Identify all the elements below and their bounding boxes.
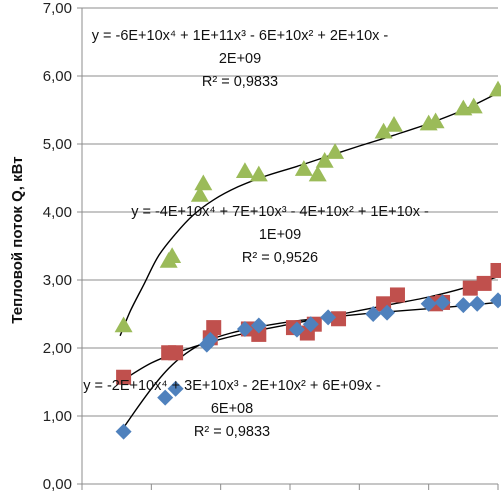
y-tick-label: 4,00: [43, 204, 72, 221]
series-2-point-1: [157, 389, 174, 406]
series-1-point-6: [251, 326, 267, 342]
gridlines: [82, 7, 498, 417]
series-2-point-8: [302, 316, 319, 333]
series-2-equation-line-1: 6E+08: [211, 401, 253, 417]
series-2-point-0: [115, 423, 132, 440]
series-1-point-10: [331, 311, 347, 327]
y-tick-label: 7,00: [43, 0, 72, 17]
y-tick-label: 5,00: [43, 136, 72, 153]
series-1-point-17: [490, 262, 501, 278]
series-1-equation-line-0: y = -4E+10x⁴ + 7E+10x³ - 4E+10x² + 1E+10…: [131, 204, 429, 220]
series-2-point-10: [365, 306, 382, 322]
series-1-point-15: [462, 280, 478, 296]
series-2-point-16: [490, 292, 501, 309]
series-0-point-12: [385, 115, 403, 132]
series-1-point-16: [476, 275, 492, 291]
series-0-point-5: [235, 162, 254, 178]
series-1-point-12: [389, 287, 405, 303]
series-0-point-11: [374, 122, 393, 139]
series-2-point-15: [469, 295, 486, 312]
series-0-point-14: [426, 112, 445, 129]
series-1-equation-line-1: 1E+09: [259, 227, 301, 243]
series-0-point-0: [114, 316, 133, 333]
series-0-point-3: [190, 186, 209, 202]
y-tick-label: 2,00: [43, 340, 72, 357]
series-0-point-10: [326, 143, 345, 159]
series-0-point-4: [194, 174, 213, 191]
series-0-equation-line-2: R² = 0,9833: [202, 74, 278, 90]
series-0-point-7: [294, 160, 313, 176]
series-2-point-11: [379, 304, 396, 321]
series-0-point-6: [249, 165, 268, 182]
series-0-point-16: [464, 97, 483, 114]
series-0-equation-line-1: 2E+09: [219, 51, 261, 67]
data-points: [114, 80, 501, 440]
series-2-point-13: [434, 294, 451, 311]
y-axis-label: Тепловой поток Q, кВт: [9, 156, 26, 323]
series-2-point-9: [320, 309, 337, 326]
series-2-point-12: [420, 295, 437, 312]
series-2-point-4: [202, 331, 219, 348]
trendline-labels: y = -6E+10x⁴ + 1E+11x³ - 6E+10x² + 2E+10…: [83, 28, 429, 440]
series-2-point-6: [250, 317, 267, 334]
series-0-point-2: [163, 247, 182, 263]
series-2-point-14: [455, 297, 472, 314]
series-0-equation-line-0: y = -6E+10x⁴ + 1E+11x³ - 6E+10x² + 2E+10…: [92, 28, 389, 44]
series-0-point-17: [489, 80, 501, 97]
y-tick-label: 0,00: [43, 476, 72, 492]
series-1-point-4: [206, 320, 222, 336]
series-2-point-2: [167, 380, 184, 397]
series-2-point-7: [288, 321, 305, 338]
series-2-point-5: [236, 320, 253, 337]
series-2-equation-line-2: R² = 0,9833: [194, 424, 270, 440]
series-1-point-2: [168, 345, 184, 361]
series-1-equation-line-2: R² = 0,9526: [242, 250, 318, 266]
series-1-point-0: [116, 369, 132, 385]
y-tick-labels: 0,00 1,00 2,00 3,00 4,00 5,00 6,00 7,00: [43, 0, 72, 492]
y-tick-label: 3,00: [43, 272, 72, 289]
y-tick-label: 6,00: [43, 68, 72, 85]
y-tick-label: 1,00: [43, 408, 72, 425]
series-2-equation-line-0: y = -2E+10x⁴ + 3E+10x³ - 2E+10x² + 6E+09…: [83, 378, 381, 394]
series-0-point-8: [308, 165, 327, 182]
axes: [77, 7, 499, 490]
series-0-point-9: [315, 152, 334, 168]
